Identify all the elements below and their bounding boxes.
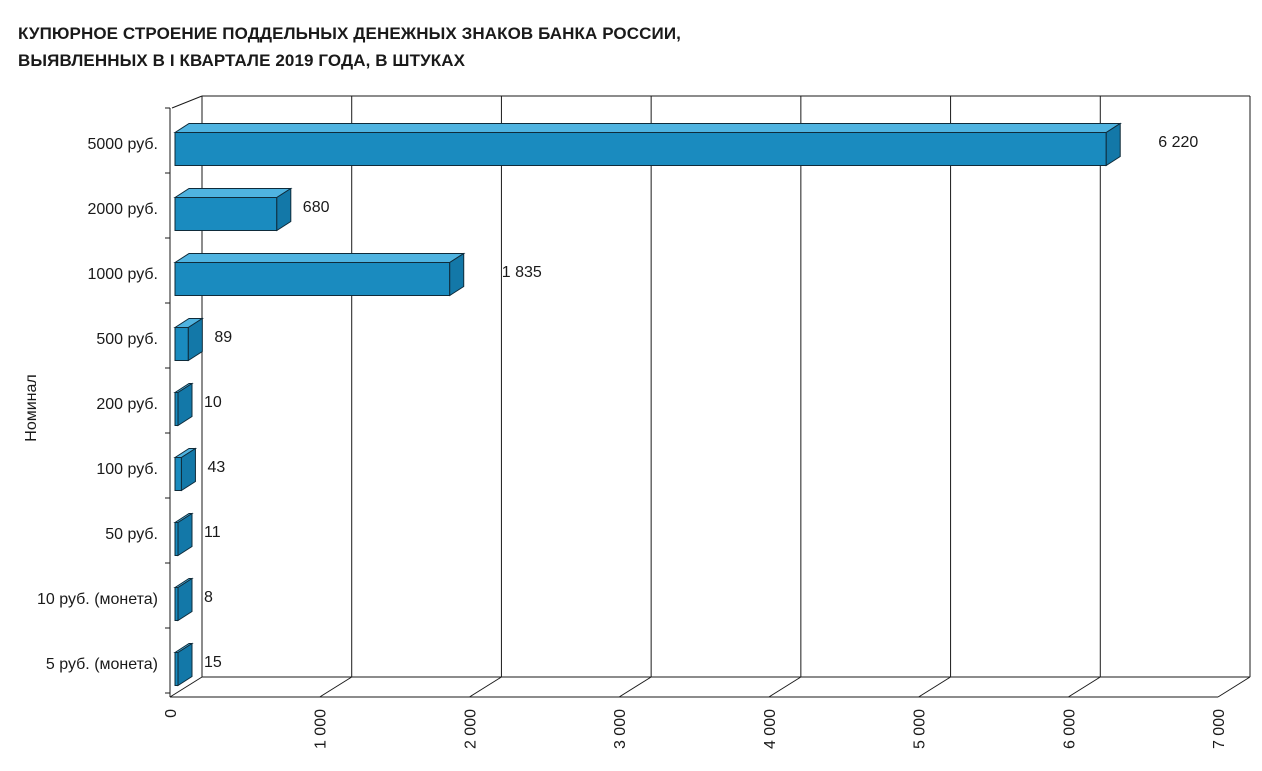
bar-3 xyxy=(174,327,189,361)
floor-diagonal-0 xyxy=(169,676,203,698)
bar-0 xyxy=(174,132,1107,166)
bar-value-label-4: 10 xyxy=(204,394,222,411)
bar-side-5 xyxy=(180,447,196,492)
category-label-0: 5000 руб. xyxy=(87,136,158,153)
x-tick-label-2: 2 000 xyxy=(462,709,479,749)
bar-value-label-7: 8 xyxy=(204,589,213,606)
category-label-4: 200 руб. xyxy=(96,396,158,413)
chart-title-line-1: КУПЮРНОЕ СТРОЕНИЕ ПОДДЕЛЬНЫХ ДЕНЕЖНЫХ ЗН… xyxy=(18,24,681,43)
chart-title: КУПЮРНОЕ СТРОЕНИЕ ПОДДЕЛЬНЫХ ДЕНЕЖНЫХ ЗН… xyxy=(18,20,681,74)
x-tick-label-1: 1 000 xyxy=(313,709,330,749)
category-label-3: 500 руб. xyxy=(96,331,158,348)
bar-value-label-6: 11 xyxy=(204,524,221,541)
bar-value-label-3: 89 xyxy=(214,329,232,346)
x-tick-label-6: 6 000 xyxy=(1061,709,1078,749)
bar-side-8 xyxy=(177,642,193,687)
bar-value-label-1: 680 xyxy=(303,199,330,216)
floor-diagonal-3 xyxy=(618,676,652,698)
bar-value-label-8: 15 xyxy=(204,654,222,671)
bar-top-2 xyxy=(173,253,466,263)
category-label-7: 10 руб. (монета) xyxy=(37,591,158,608)
bar-value-label-5: 43 xyxy=(207,459,225,476)
floor-diagonal-1 xyxy=(319,676,352,698)
category-label-2: 1000 руб. xyxy=(87,266,158,283)
bar-2 xyxy=(174,262,451,296)
y-axis-title: Номинал xyxy=(23,374,40,441)
category-label-8: 5 руб. (монета) xyxy=(46,656,158,673)
floor-diagonal-5 xyxy=(918,676,951,698)
x-tick-label-7: 7 000 xyxy=(1211,709,1228,749)
left-wall-top xyxy=(171,95,203,109)
bar-top-1 xyxy=(173,188,293,198)
category-label-6: 50 руб. xyxy=(105,526,158,543)
floor-diagonal-6 xyxy=(1068,676,1101,698)
bar-value-label-0: 6 220 xyxy=(1158,134,1198,151)
category-label-5: 100 руб. xyxy=(96,461,158,478)
x-tick-label-3: 3 000 xyxy=(612,709,629,749)
bar-1 xyxy=(174,197,278,231)
category-label-1: 2000 руб. xyxy=(87,201,158,218)
floor-diagonal-7 xyxy=(1217,676,1251,698)
bar-side-0 xyxy=(1105,122,1121,167)
bar-5 xyxy=(174,457,182,491)
bar-side-3 xyxy=(187,317,203,362)
floor-diagonal-4 xyxy=(768,676,802,698)
x-tick-label-0: 0 xyxy=(163,709,180,718)
bar-side-1 xyxy=(276,187,292,232)
bar-side-4 xyxy=(177,382,193,427)
bar-side-6 xyxy=(177,512,193,557)
x-tick-label-4: 4 000 xyxy=(762,709,779,749)
x-tick-label-5: 5 000 xyxy=(912,709,929,749)
bar-top-0 xyxy=(173,123,1122,133)
bar-side-7 xyxy=(177,577,193,622)
bar-side-2 xyxy=(449,252,465,297)
floor-diagonal-2 xyxy=(469,676,502,698)
chart-title-line-2: ВЫЯВЛЕННЫХ В I КВАРТАЛЕ 2019 ГОДА, В ШТУ… xyxy=(18,51,466,70)
bar-value-label-2: 1 835 xyxy=(502,264,542,281)
